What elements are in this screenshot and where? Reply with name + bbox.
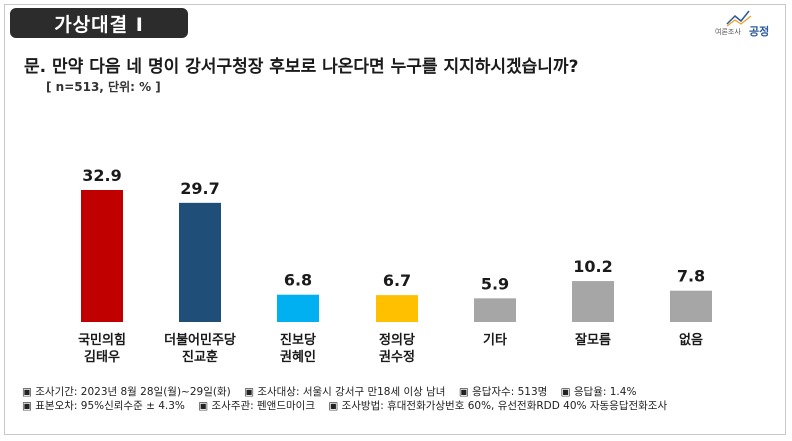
sample-note: [ n=513, 단위: % ]	[46, 80, 161, 94]
logo-chart-icon	[726, 10, 752, 27]
note-response-rate: ▣ 응답율: 1.4%	[560, 386, 637, 398]
note-sponsor: ▣ 조사주관: 펜앤드마이크	[198, 400, 315, 412]
title-badge: 가상대결 Ⅰ	[10, 8, 188, 38]
bar-value-label-5: 5.9	[481, 274, 509, 293]
bar-6	[572, 281, 614, 322]
category-label-2-line-1: 더불어민주당	[164, 332, 236, 348]
category-label-5-line-1: 기타	[483, 332, 507, 348]
category-label-2-line-2: 진교훈	[182, 349, 218, 365]
survey-question: 문. 만약 다음 네 명이 강서구청장 후보로 나온다면 누구를 지지하시겠습니…	[24, 57, 579, 77]
category-label-7-line-1: 없음	[679, 332, 703, 348]
bar-value-label-6: 10.2	[573, 257, 612, 276]
category-label-4-line-2: 권수정	[379, 349, 415, 365]
notes-line-2: ▣ 표본오차: 95%신뢰수준 ± 4.3% ▣ 조사주관: 펜앤드마이크 ▣ …	[22, 399, 784, 413]
slide-frame	[4, 4, 786, 435]
category-label-3-line-2: 권혜인	[280, 349, 316, 365]
note-sampling-error: ▣ 표본오차: 95%신뢰수준 ± 4.3%	[22, 400, 185, 412]
category-label-4-line-1: 정의당	[379, 332, 415, 348]
category-label-1-line-1: 국민의힘	[78, 332, 126, 348]
category-label-6-line-1: 잘모름	[575, 333, 611, 348]
bar-value-label-2: 29.7	[180, 179, 219, 198]
bar-4	[376, 295, 418, 322]
note-method: ▣ 조사방법: 휴대전화가상번호 60%, 유선전화RDD 40% 자동응답전화…	[328, 400, 668, 412]
note-respondents: ▣ 응답자수: 513명	[458, 386, 548, 398]
note-target: ▣ 조사대상: 서울시 강서구 만18세 이상 남녀	[244, 386, 446, 398]
pollster-logo: 여론조사 공정	[697, 8, 777, 40]
bar-value-label-1: 32.9	[82, 166, 121, 185]
logo-text: 여론조사	[715, 28, 741, 36]
bar-2	[179, 202, 221, 322]
bar-1	[81, 190, 123, 322]
note-period: ▣ 조사기간: 2023년 8월 28일(월)~29일(화)	[22, 386, 231, 398]
survey-notes: ▣ 조사기간: 2023년 8월 28일(월)~29일(화) ▣ 조사대상: 서…	[22, 385, 784, 413]
bar-7	[670, 290, 712, 322]
notes-line-1: ▣ 조사기간: 2023년 8월 28일(월)~29일(화) ▣ 조사대상: 서…	[22, 385, 784, 399]
bar-value-label-4: 6.7	[383, 271, 411, 290]
bar-value-label-7: 7.8	[677, 267, 705, 286]
bar-5	[474, 298, 516, 322]
logo-brand: 공정	[749, 25, 770, 38]
bar-3	[277, 294, 319, 322]
category-label-1-line-2: 김태우	[84, 350, 120, 365]
bar-value-label-3: 6.8	[284, 271, 312, 290]
category-label-3-line-1: 진보당	[280, 332, 316, 348]
